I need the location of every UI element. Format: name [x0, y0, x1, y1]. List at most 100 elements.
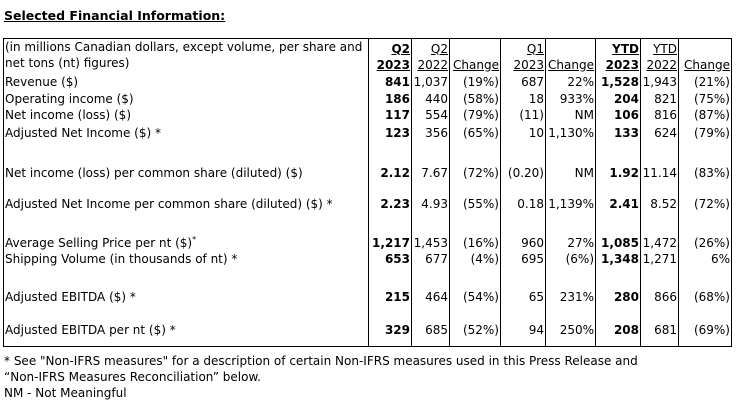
spacer-row: [4, 266, 732, 289]
column-header: Change: [449, 38, 501, 73]
spacer-row: [4, 304, 732, 321]
table-row: Net income (loss) ($) 117 554 (79%) (11) NM 10…: [4, 106, 732, 123]
table-cell: 841: [368, 72, 412, 90]
row-label: Adjusted EBITDA ($) *: [4, 289, 369, 305]
row-label-text: Net income (loss) ($): [5, 107, 131, 122]
spacer-row: [4, 337, 732, 347]
table-cell: 186: [368, 89, 412, 107]
table-cell: 2.41: [595, 180, 641, 212]
footnote-marker: *: [192, 234, 197, 244]
table-cell: (87%): [678, 106, 732, 123]
table-cell: 960: [500, 233, 546, 251]
table-cell: 6%: [678, 250, 732, 267]
column-header-line2: Change: [453, 57, 499, 72]
column-header: YTD 2023: [595, 38, 641, 73]
table-row: Operating income ($) 186 440 (58%) 18 933% 204…: [4, 89, 732, 107]
table-cell: 1,348: [595, 250, 641, 267]
row-label: Net income (loss) ($): [4, 107, 369, 123]
table-cell: (0.20): [500, 163, 546, 181]
column-header: Change: [545, 38, 596, 73]
table-cell: 0.18: [500, 180, 546, 212]
table-cell: 204: [595, 89, 641, 107]
column-header-line1: [451, 41, 499, 57]
table-cell: (68%): [678, 288, 732, 305]
row-label-text: Revenue ($): [5, 74, 79, 89]
table-cell: 27%: [545, 233, 596, 251]
table-cell: (11): [500, 106, 546, 123]
table-cell: 554: [411, 106, 450, 123]
table-cell: 1,139%: [545, 180, 596, 212]
row-label-text: Adjusted EBITDA ($) *: [5, 289, 136, 304]
footnote-reconciliation: “Non-IFRS Measures Reconciliation” below…: [4, 370, 261, 384]
row-label-text: Net income (loss) per common share (dilu…: [5, 165, 303, 180]
table-cell: 1,943: [640, 72, 679, 90]
table-cell: 866: [640, 288, 679, 305]
table-cell: 1,528: [595, 72, 641, 90]
row-label: Adjusted EBITDA per nt ($) *: [4, 321, 369, 338]
table-cell: 2.23: [368, 180, 412, 212]
row-label: Shipping Volume (in thousands of nt) *: [4, 251, 369, 267]
table-row: Net income (loss) per common share (dilu…: [4, 163, 732, 181]
table-row: Adjusted EBITDA ($) * 215 464 (54%) 65 231% 28…: [4, 288, 732, 305]
table-cell: (58%): [449, 89, 501, 107]
table-cell: 94: [500, 320, 546, 338]
row-label: Adjusted Net Income per common share (di…: [4, 181, 369, 212]
header-label: (in millions Canadian dollars, except vo…: [5, 40, 363, 70]
table-row: Shipping Volume (in thousands of nt) * 65…: [4, 250, 732, 267]
row-label-text: Adjusted Net Income ($) *: [5, 125, 161, 140]
table-cell: 933%: [545, 89, 596, 107]
row-label-text: Shipping Volume (in thousands of nt) *: [5, 251, 238, 266]
column-header-line2: Change: [684, 57, 730, 72]
column-header: YTD 2022: [640, 38, 679, 73]
row-label: Net income (loss) per common share (dilu…: [4, 164, 369, 181]
table-cell: 1,453: [411, 233, 450, 251]
table-cell: 1,472: [640, 233, 679, 251]
table-cell: 133: [595, 122, 641, 141]
table-cell: (79%): [678, 122, 732, 141]
table-cell: (69%): [678, 320, 732, 338]
table-cell: 1,037: [411, 72, 450, 90]
column-header-line1: YTD: [653, 41, 677, 56]
table-cell: 677: [411, 250, 450, 267]
table-cell: (54%): [449, 288, 501, 305]
table-cell: 117: [368, 106, 412, 123]
table-cell: 18: [500, 89, 546, 107]
table-cell: 681: [640, 320, 679, 338]
table-row: Adjusted EBITDA per nt ($) * 329 685 (52%) 9…: [4, 320, 732, 338]
table-cell: (79%): [449, 106, 501, 123]
footnotes: * See "Non-IFRS measures" for a descript…: [4, 353, 638, 401]
table-cell: 250%: [545, 320, 596, 338]
table-cell: 653: [368, 250, 412, 267]
table-cell: 10: [500, 122, 546, 141]
table-cell: (19%): [449, 72, 501, 90]
table-cell: 1,085: [595, 233, 641, 251]
table-cell: 22%: [545, 72, 596, 90]
table-cell: 8.52: [640, 180, 679, 212]
table-cell: 464: [411, 288, 450, 305]
table-cell: 4.93: [411, 180, 450, 212]
table-cell: (55%): [449, 180, 501, 212]
row-label-text: Adjusted Net Income per common share (di…: [5, 196, 333, 211]
column-header: Change: [678, 38, 732, 73]
table-cell: (16%): [449, 233, 501, 251]
footnote-nm: NM - Not Meaningful: [4, 386, 127, 400]
table-row: Adjusted Net Income ($) * 123 356 (65%) 10 1,…: [4, 122, 732, 141]
table-cell: 1,271: [640, 250, 679, 267]
financial-table: (in millions Canadian dollars, except vo…: [3, 38, 732, 347]
table-cell: (21%): [678, 72, 732, 90]
table-cell: 356: [411, 122, 450, 141]
table-cell: (83%): [678, 163, 732, 181]
header-row: (in millions Canadian dollars, except vo…: [4, 38, 732, 73]
table-row: Adjusted Net Income per common share (di…: [4, 180, 732, 212]
table-cell: 821: [640, 89, 679, 107]
column-header-line1: [680, 41, 730, 57]
column-header: Q1 2023: [500, 38, 546, 73]
column-header-line1: YTD: [612, 41, 639, 56]
table-cell: 1,130%: [545, 122, 596, 141]
table-cell: 816: [640, 106, 679, 123]
column-header-line1: Q1: [526, 41, 544, 56]
table-cell: (72%): [449, 163, 501, 181]
spacer-row: [4, 140, 732, 164]
table-cell: 685: [411, 320, 450, 338]
column-header-line1: Q2: [391, 41, 410, 56]
